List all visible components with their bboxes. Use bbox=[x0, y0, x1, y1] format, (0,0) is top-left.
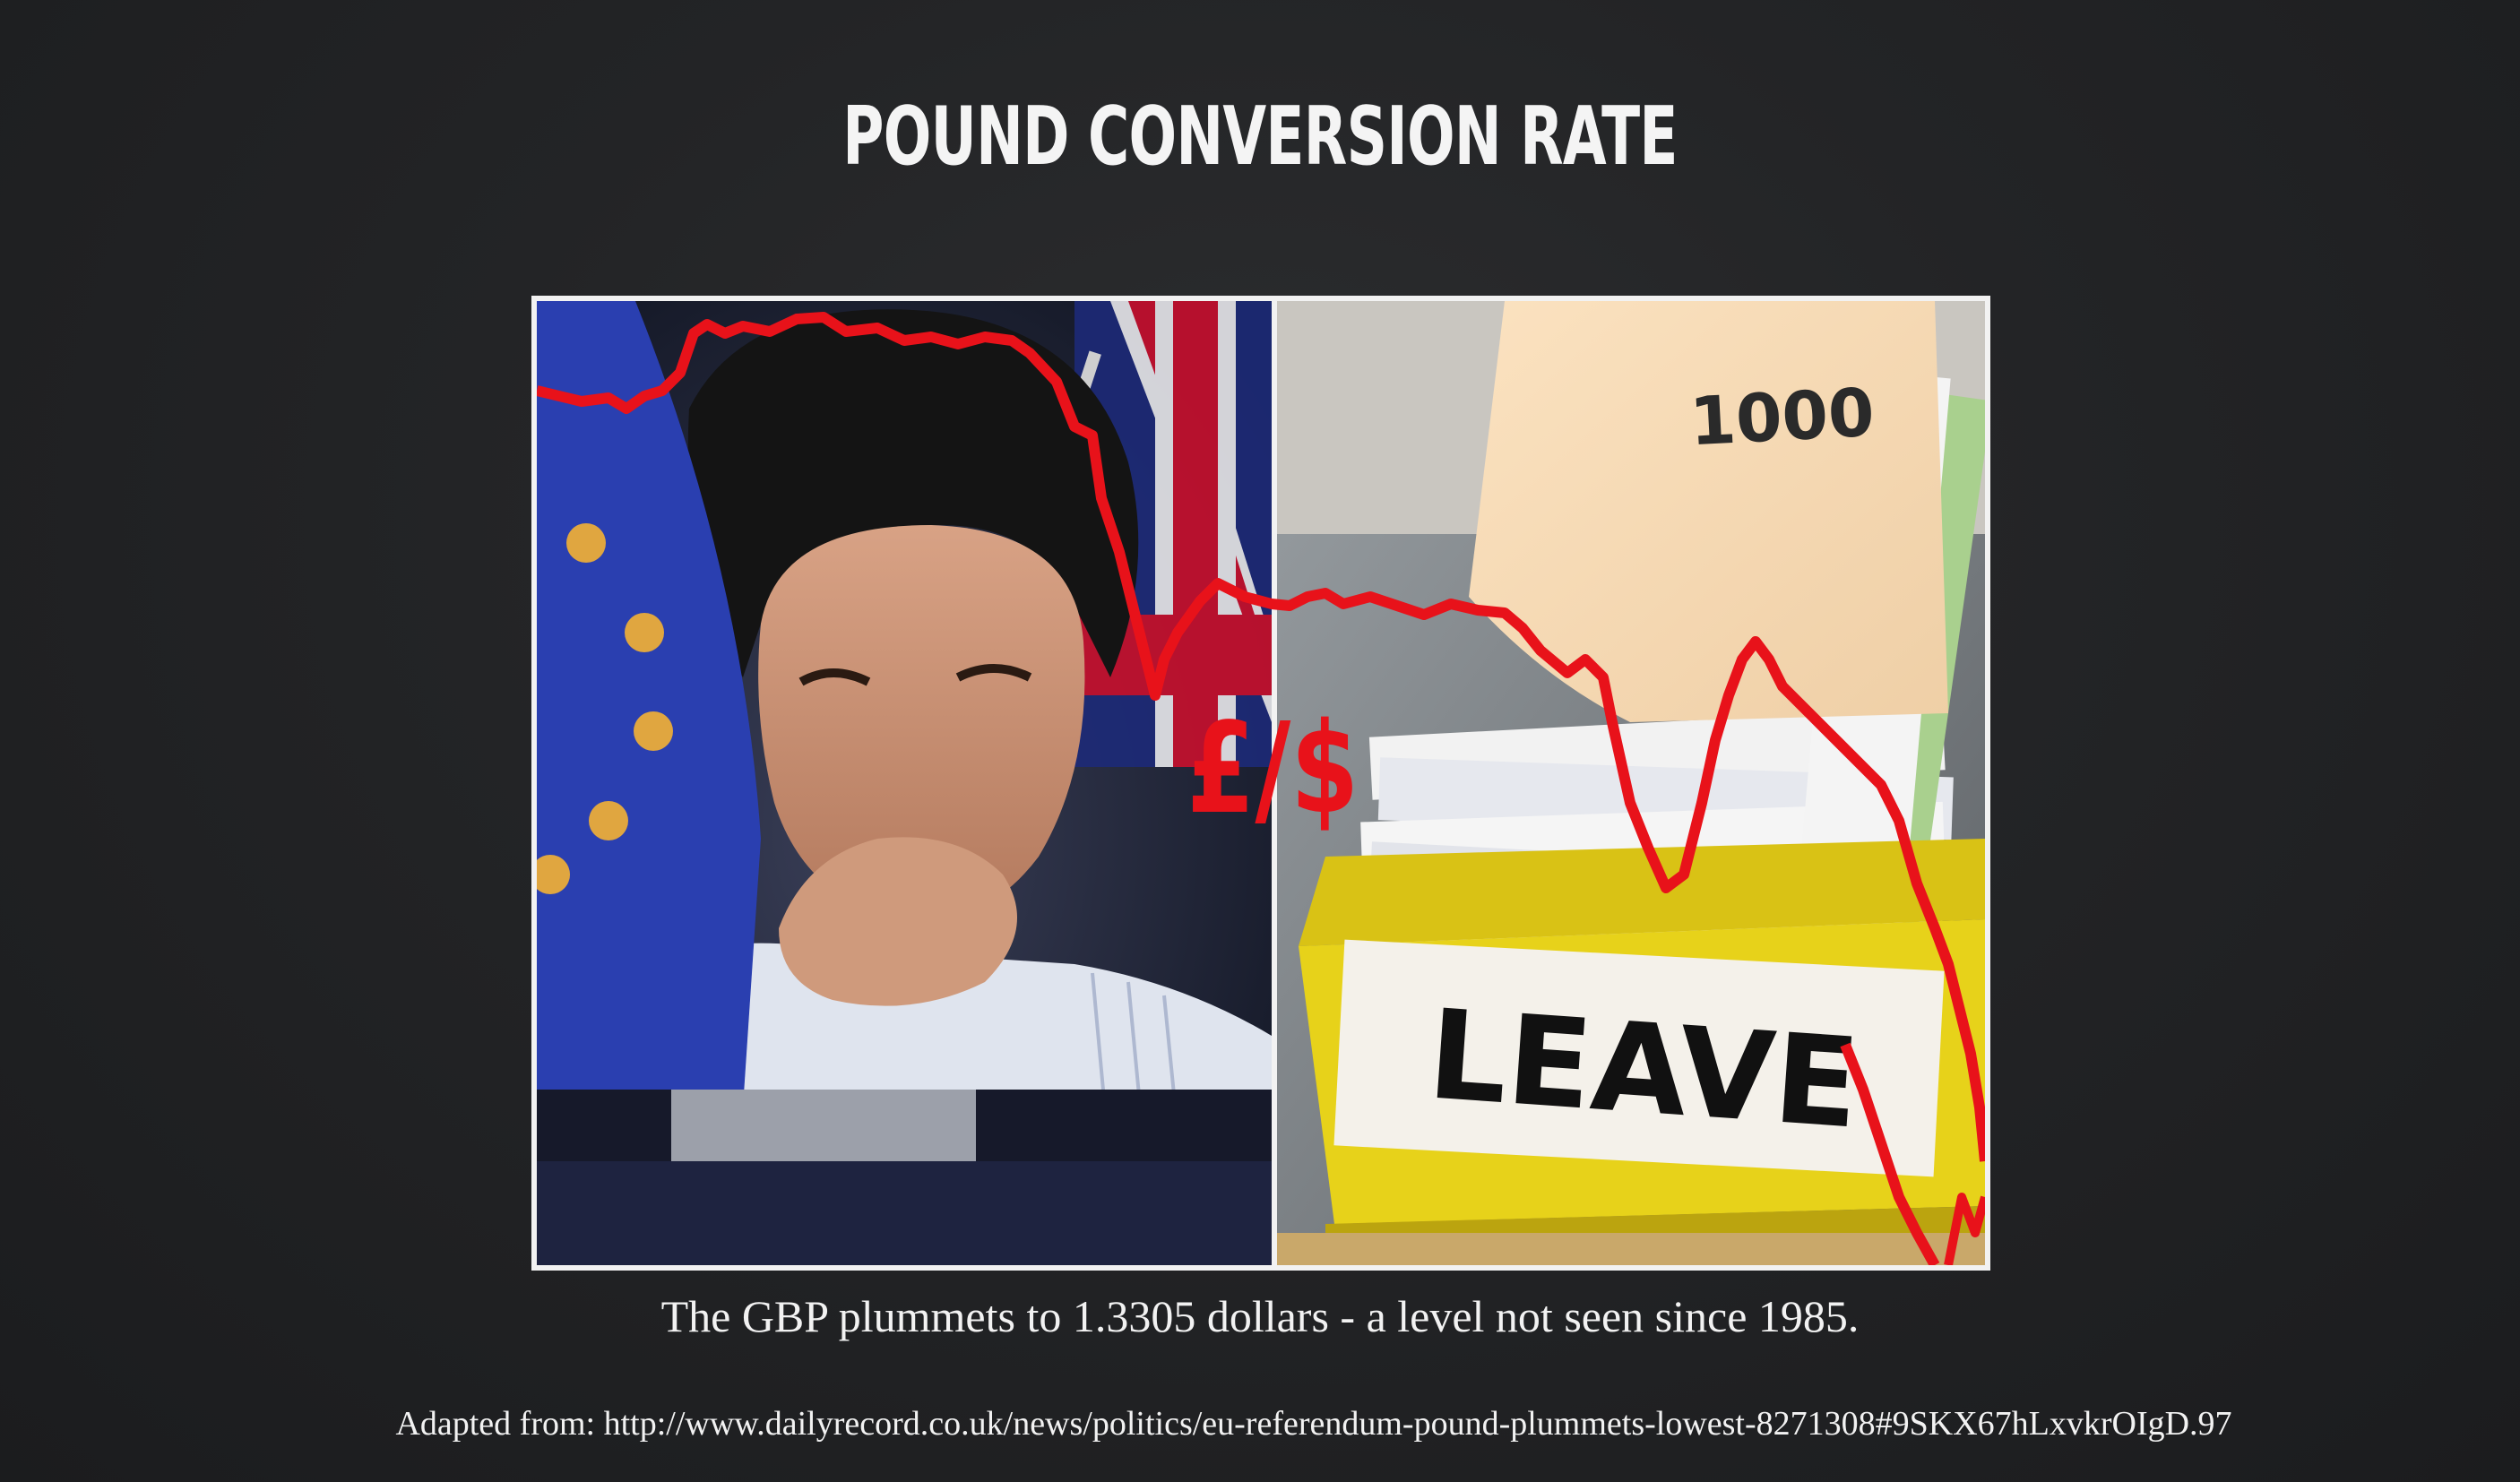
slide-title: POUND CONVERSION RATE bbox=[842, 90, 1678, 184]
source-citation: Adapted from: http://www.dailyrecord.co.… bbox=[395, 1405, 2232, 1443]
union-jack-flag bbox=[1074, 301, 1272, 767]
eu-flag bbox=[537, 301, 761, 1197]
currency-label: £/$ bbox=[1187, 695, 1359, 842]
box-label: LEAVE bbox=[1424, 982, 1864, 1156]
trader-photo bbox=[537, 301, 1272, 1265]
exchange-rate-line bbox=[537, 312, 1985, 1162]
folder bbox=[1469, 301, 1948, 722]
news-photo: 1000 LEAVE £/$ bbox=[531, 296, 1990, 1271]
photo-caption: The GBP plummets to 1.3305 dollars - a l… bbox=[660, 1291, 1860, 1341]
folder-number: 1000 bbox=[1687, 375, 1876, 461]
collage-illustration: 1000 LEAVE £/$ bbox=[537, 301, 1985, 1265]
yellow-box: LEAVE bbox=[1299, 839, 1985, 1265]
